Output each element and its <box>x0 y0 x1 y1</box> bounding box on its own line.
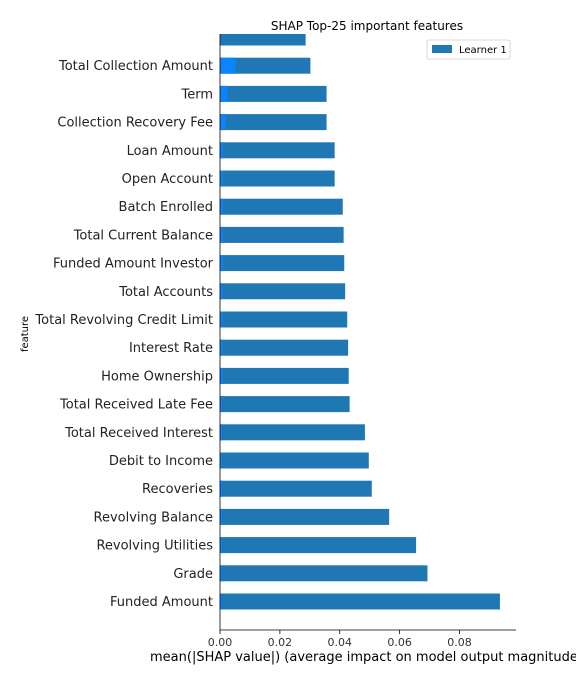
category-label: Interest Rate <box>129 341 213 356</box>
bar <box>220 537 416 553</box>
category-label: Total Accounts <box>118 285 213 300</box>
bar <box>220 424 365 440</box>
bar-highlight <box>220 227 223 243</box>
x-tick-label: 0.04 <box>328 636 353 649</box>
legend-label: Learner 1 <box>459 45 507 56</box>
legend: Learner 1 <box>427 40 510 59</box>
category-label: Funded Amount Investor <box>53 257 214 272</box>
category-label: Recoveries <box>142 482 213 497</box>
bars-layer <box>220 34 500 610</box>
category-label: Open Account <box>122 172 213 187</box>
category-label: Grade <box>173 567 213 582</box>
bar <box>220 283 345 299</box>
category-label: Loan Amount <box>127 144 213 159</box>
category-labels: Total Collection Amount Term Collection Re… <box>34 59 213 610</box>
x-tick-label: 0.06 <box>387 636 412 649</box>
bar-highlight <box>220 171 223 187</box>
x-tick-label: 0.08 <box>447 636 472 649</box>
bar <box>220 171 335 187</box>
bar <box>220 396 350 412</box>
category-label: Funded Amount <box>110 595 213 610</box>
category-label: Debit to Income <box>109 454 213 469</box>
chart-title: SHAP Top-25 important features <box>271 19 463 33</box>
bar <box>220 340 348 356</box>
bar <box>220 142 335 158</box>
x-tick-label: 0.00 <box>208 636 233 649</box>
category-label: Total Current Balance <box>73 228 213 243</box>
y-axis-label: feature <box>20 316 31 352</box>
bar <box>220 199 343 215</box>
bar <box>220 34 306 46</box>
bar-highlight <box>220 142 223 158</box>
bar <box>220 565 427 581</box>
bar-highlight <box>220 255 223 271</box>
legend-swatch <box>432 45 452 53</box>
bar-highlight <box>220 86 227 102</box>
bar <box>220 368 349 384</box>
bar-highlight <box>220 58 236 74</box>
category-label: Term <box>180 87 213 102</box>
bar <box>220 114 327 130</box>
category-label: Total Received Late Fee <box>59 398 213 413</box>
bar-highlight <box>220 199 223 215</box>
bar <box>220 312 347 328</box>
bar <box>220 255 344 271</box>
bar <box>220 227 344 243</box>
bar <box>220 509 389 525</box>
x-axis-label: mean(|SHAP value|) (average impact on mo… <box>150 650 576 665</box>
category-label: Batch Enrolled <box>119 200 213 215</box>
category-label: Revolving Utilities <box>96 539 213 554</box>
bar <box>220 453 369 469</box>
bar-highlight <box>220 114 226 130</box>
bar <box>220 481 372 497</box>
x-tick-label: 0.02 <box>268 636 293 649</box>
category-label: Collection Recovery Fee <box>57 116 213 131</box>
category-label: Home Ownership <box>101 369 213 384</box>
category-label: Revolving Balance <box>94 510 213 525</box>
category-label: Total Revolving Credit Limit <box>34 313 213 328</box>
category-label: Total Received Interest <box>64 426 213 441</box>
bar <box>220 86 327 102</box>
bar <box>220 594 500 610</box>
category-label: Total Collection Amount <box>58 59 213 74</box>
